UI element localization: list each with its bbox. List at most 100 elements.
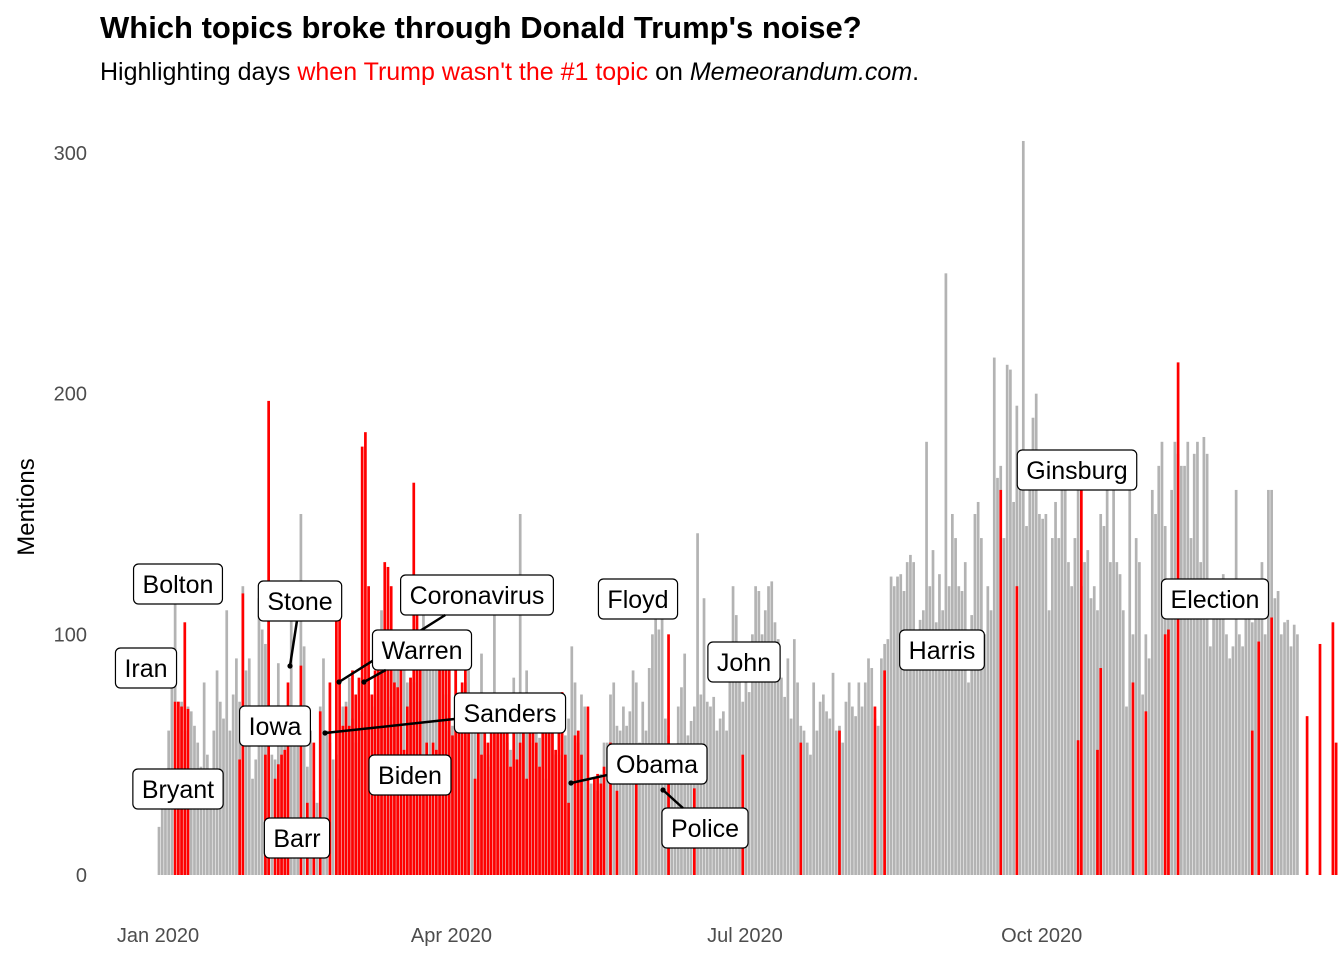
bar-other-topic — [1096, 749, 1099, 875]
annotation-box — [1016, 449, 1138, 491]
bar-trump-top — [1067, 562, 1070, 875]
subtitle-highlight: when Trump wasn't the #1 topic — [297, 58, 649, 86]
bar-trump-top — [947, 586, 951, 875]
bar-other-topic — [1270, 617, 1273, 875]
bar-trump-top — [270, 754, 274, 875]
bar-trump-top — [941, 610, 945, 875]
annotation-box — [114, 647, 178, 689]
bar-trump-top — [770, 581, 774, 875]
bar-other-topic — [1257, 641, 1261, 875]
bar-trump-top — [1209, 646, 1212, 875]
bar-trump-top — [1063, 465, 1067, 875]
bar-other-topic — [457, 706, 461, 875]
bar-trump-top — [1254, 610, 1257, 875]
bar-trump-top — [876, 725, 880, 875]
bar-other-topic — [464, 658, 467, 875]
bar-trump-top — [928, 586, 932, 875]
bar-other-topic — [480, 754, 483, 875]
annotation-connector — [570, 773, 608, 785]
bar-trump-top — [247, 658, 251, 875]
bar-trump-top — [1244, 610, 1248, 875]
bar-other-topic — [528, 701, 532, 875]
bar-other-topic — [547, 720, 551, 875]
bar-other-topic — [551, 725, 554, 875]
bar-other-topic — [360, 446, 364, 875]
bar-trump-top — [1260, 562, 1264, 875]
bar-trump-top — [815, 730, 819, 875]
bar-trump-top — [625, 725, 628, 875]
bar-trump-top — [696, 533, 699, 875]
annotation-iowa: Iowa — [238, 705, 312, 747]
bar-trump-top — [641, 701, 645, 875]
bar-trump-top — [1157, 465, 1161, 875]
bar-other-topic — [435, 749, 438, 875]
bar-trump-top — [1076, 477, 1080, 875]
bar-trump-top — [1296, 634, 1299, 875]
bar-other-topic — [1331, 622, 1335, 875]
bar-other-topic — [476, 730, 480, 875]
bar-other-topic — [454, 670, 458, 875]
bar-trump-top — [1044, 514, 1048, 875]
annotation-box — [606, 743, 708, 785]
bar-other-topic — [586, 706, 590, 875]
bar-other-topic — [538, 766, 541, 875]
bar-other-topic — [428, 754, 432, 875]
annotation-box — [257, 580, 343, 622]
bar-trump-top — [1147, 658, 1151, 875]
bar-other-topic — [483, 725, 487, 875]
bar-trump-top — [225, 610, 229, 875]
bar-other-topic — [573, 735, 577, 875]
bar-trump-top — [1263, 634, 1267, 875]
bar-trump-top — [1138, 562, 1141, 875]
bar-trump-top — [1279, 634, 1283, 875]
bar-trump-top — [583, 706, 587, 875]
bar-other-topic — [564, 754, 567, 875]
bar-trump-top — [715, 730, 719, 875]
annotation-label: Iran — [124, 655, 167, 683]
bar-other-topic — [264, 754, 267, 875]
bar-trump-top — [951, 514, 954, 875]
bar-trump-top — [1054, 501, 1057, 875]
bar-other-topic — [238, 759, 241, 875]
bar-trump-top — [1115, 562, 1119, 875]
bar-trump-top — [896, 576, 899, 875]
annotation-box — [132, 563, 224, 605]
bar-other-topic — [389, 586, 393, 875]
bar-other-topic — [412, 482, 416, 875]
bar-trump-top — [938, 574, 941, 875]
annotation-ginsburg: Ginsburg — [1016, 449, 1138, 491]
y-tick-label: 300 — [54, 143, 87, 165]
bar-trump-top — [1286, 619, 1290, 875]
bar-trump-top — [851, 706, 854, 875]
bar-trump-top — [747, 692, 751, 875]
bar-other-topic — [512, 730, 516, 875]
bar-trump-top — [744, 653, 748, 875]
bar-trump-top — [722, 711, 725, 875]
y-axis-ticks: 0 100 200 300 — [54, 143, 87, 887]
bar-trump-top — [589, 783, 593, 875]
bar-other-topic — [422, 754, 425, 875]
bar-trump-top — [1221, 574, 1225, 875]
bar-trump-top — [663, 718, 667, 875]
bar-trump-top — [1218, 586, 1222, 875]
bar-trump-top — [709, 706, 712, 875]
annotation-box — [132, 768, 224, 810]
bar-trump-top — [754, 586, 757, 875]
bar-trump-top — [789, 718, 793, 875]
bar-trump-top — [702, 598, 706, 875]
topic-annotations: Bolton Iran Bryant Stone Barr Iowa Coronavirus… — [114, 449, 1270, 859]
bar-other-topic — [344, 706, 348, 875]
bar-trump-top — [870, 668, 874, 875]
bar-other-topic — [615, 790, 619, 875]
bar-trump-top — [1018, 465, 1022, 875]
bar-trump-top — [1089, 598, 1093, 875]
bar-other-topic — [1099, 668, 1103, 875]
annotation-label: Obama — [616, 751, 698, 779]
bar-trump-top — [1292, 624, 1296, 875]
bar-trump-top — [809, 754, 812, 875]
bar-other-topic — [593, 778, 596, 875]
annotation-label: Bryant — [142, 776, 214, 804]
bar-trump-top — [309, 730, 312, 875]
bar-other-topic — [312, 742, 316, 875]
